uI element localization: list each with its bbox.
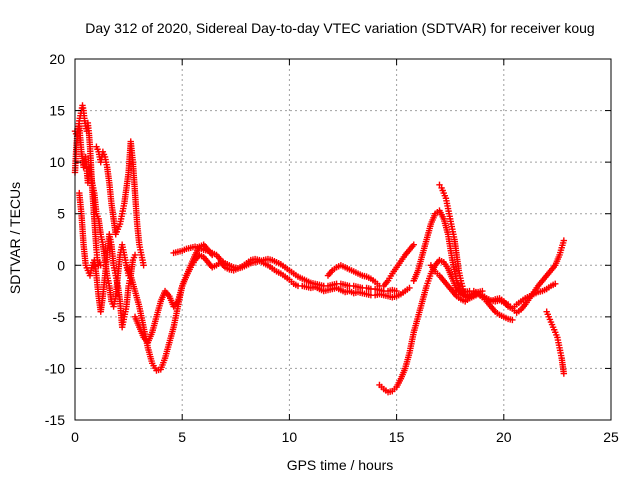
data-point (560, 237, 568, 244)
y-tick-label: 0 (57, 257, 65, 273)
plot-frame (74, 58, 612, 421)
series-arc-14 (543, 308, 568, 377)
x-tick-label: 25 (603, 429, 619, 445)
series-arc-3 (76, 189, 139, 331)
data-point (406, 284, 413, 292)
x-axis-label: GPS time / hours (287, 457, 394, 473)
data-point (509, 316, 516, 324)
x-tick-label: 20 (496, 429, 512, 445)
y-tick-label: 15 (49, 103, 65, 119)
series-arc-13 (453, 237, 568, 316)
y-tick-label: 5 (57, 206, 65, 222)
series-arc-8 (324, 241, 417, 290)
chart-title: Day 312 of 2020, Sidereal Day-to-day VTE… (85, 20, 594, 36)
x-tick-label: 5 (178, 429, 186, 445)
series-arc-12 (436, 181, 477, 302)
y-tick-label: -10 (45, 360, 65, 376)
x-tick-label: 0 (71, 429, 79, 445)
data-markers (71, 102, 568, 396)
data-point (560, 370, 568, 377)
y-tick-label: -5 (53, 309, 66, 325)
y-axis-label: SDTVAR / TECUs (7, 182, 23, 294)
data-point (410, 241, 417, 248)
y-tick-label: 10 (49, 154, 65, 170)
series-arc-2 (71, 122, 132, 310)
series-arc-7 (170, 243, 400, 295)
x-tick-label: 15 (389, 429, 405, 445)
grid (75, 59, 611, 420)
data-point (552, 280, 559, 288)
series-arc-4 (93, 138, 147, 269)
data-point (140, 262, 147, 269)
axis-ticks: 0 5 10 15 20 25 -15 -10 -5 0 5 10 15 20 (45, 51, 619, 445)
y-tick-label: 20 (49, 51, 65, 67)
data-point (97, 262, 104, 269)
data-point (393, 287, 400, 295)
data-point (131, 251, 139, 259)
x-tick-label: 10 (282, 429, 298, 445)
y-tick-label: -15 (45, 412, 65, 428)
